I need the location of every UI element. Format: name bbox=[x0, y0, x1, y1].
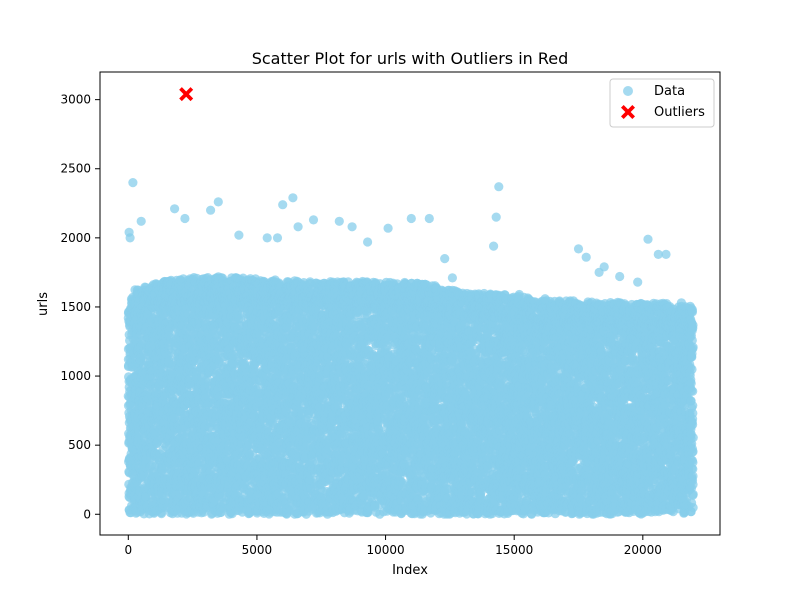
chart-title: Scatter Plot for urls with Outliers in R… bbox=[252, 49, 569, 68]
data-points bbox=[123, 178, 698, 519]
